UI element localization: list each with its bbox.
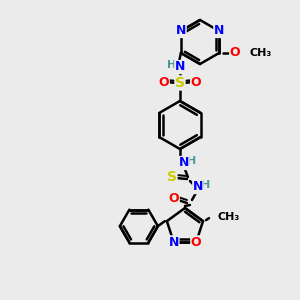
Text: CH₃: CH₃	[217, 212, 239, 222]
Text: O: O	[169, 193, 179, 206]
Text: S: S	[167, 170, 177, 184]
Text: O: O	[230, 46, 240, 59]
Text: H: H	[201, 180, 211, 190]
Text: O: O	[159, 76, 169, 88]
Text: O: O	[190, 76, 201, 88]
Text: N: N	[214, 25, 224, 38]
Text: N: N	[169, 236, 179, 249]
Text: CH₃: CH₃	[249, 48, 271, 58]
Text: S: S	[175, 76, 185, 90]
Text: N: N	[179, 157, 189, 169]
Text: H: H	[187, 156, 196, 166]
Text: N: N	[193, 181, 203, 194]
Text: H: H	[167, 60, 177, 70]
Text: N: N	[176, 25, 186, 38]
Text: N: N	[175, 61, 185, 74]
Text: O: O	[191, 236, 201, 249]
